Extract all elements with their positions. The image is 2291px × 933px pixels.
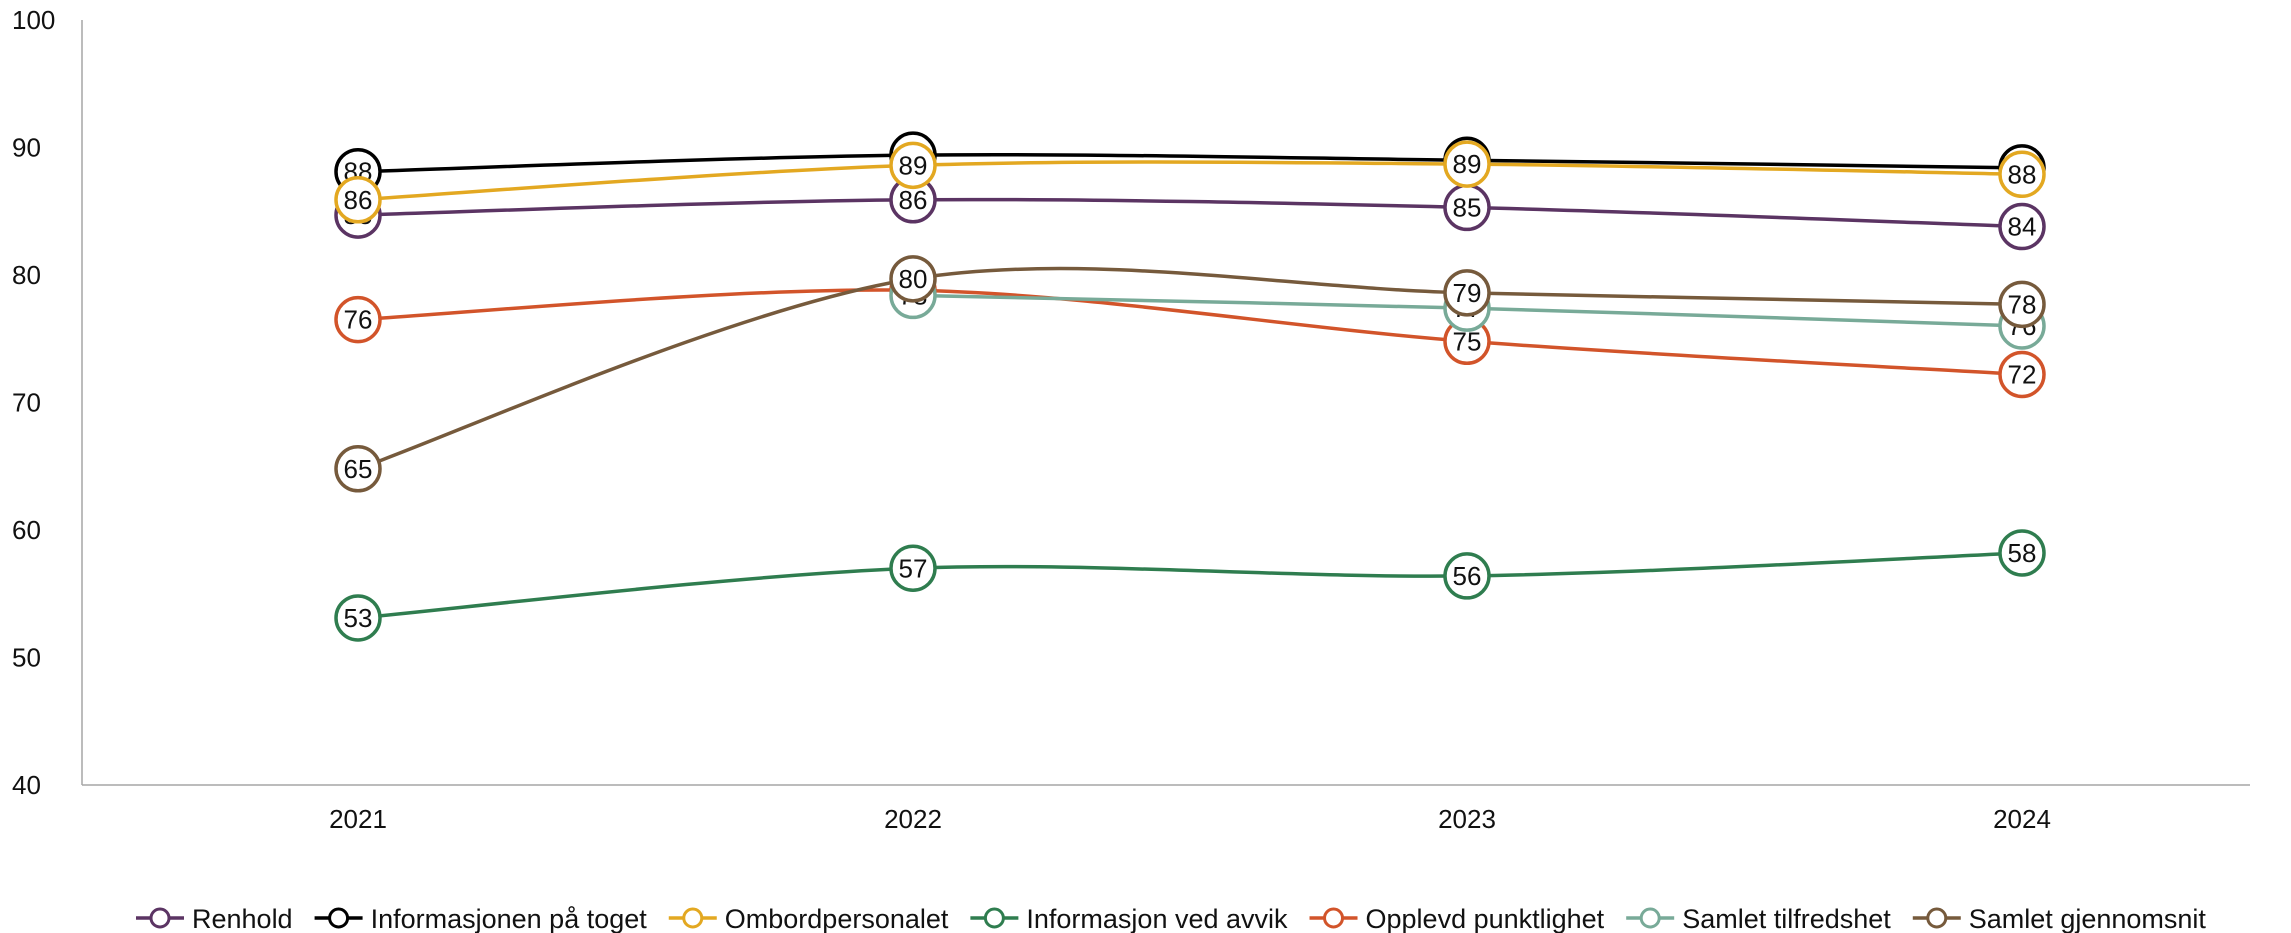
y-tick-label: 60	[12, 515, 41, 545]
data-point	[889, 255, 937, 303]
data-label: 76	[344, 305, 373, 335]
y-tick-label: 90	[12, 133, 41, 163]
x-tick-label: 2024	[1993, 804, 2051, 834]
data-point	[1998, 350, 2046, 399]
x-tick-label: 2023	[1438, 804, 1496, 834]
data-point	[1443, 552, 1491, 600]
data-point	[1998, 202, 2046, 251]
legend-marker	[1926, 907, 1948, 929]
x-tick-label: 2021	[329, 804, 387, 834]
data-point	[334, 594, 382, 642]
data-point	[889, 141, 937, 190]
legend-label: Samlet gjennomsnit	[1969, 904, 2207, 933]
data-point	[1998, 529, 2046, 577]
data-point	[889, 544, 937, 592]
legend-label: Informasjonen på toget	[371, 904, 648, 933]
series-line	[357, 160, 2023, 202]
data-label: 78	[2008, 289, 2037, 319]
legend-item: Informasjon ved avvik	[970, 904, 1288, 933]
legend-item: Opplevd punktlighet	[1309, 904, 1605, 933]
data-point	[1443, 140, 1491, 188]
x-tick-label: 2022	[884, 804, 942, 834]
legend-label: Opplevd punktlighet	[1366, 904, 1605, 933]
axes: 40 50 60 70 80 90 100 2021 2022 2023 2024	[12, 5, 2250, 834]
data-label: 58	[2008, 538, 2037, 568]
y-tick-label: 40	[12, 770, 41, 800]
legend-item: Ombordpersonalet	[668, 904, 949, 933]
series-markers: 8586858488898988868989885357565876797572…	[334, 131, 2046, 642]
data-label: 84	[2008, 212, 2037, 242]
data-point	[1998, 150, 2046, 199]
data-label: 85	[1453, 192, 1482, 222]
legend-marker	[682, 907, 704, 929]
legend-label: Renhold	[192, 904, 293, 933]
legend-item: Renhold	[136, 904, 293, 933]
data-label: 56	[1453, 561, 1482, 591]
y-tick-label: 100	[12, 5, 55, 35]
legend-item: Samlet gjennomsnit	[1912, 904, 2207, 933]
legend-marker	[983, 907, 1005, 929]
data-point	[334, 295, 382, 344]
series-line	[357, 152, 2023, 174]
data-point	[334, 445, 382, 493]
series-lines	[357, 152, 2023, 620]
data-label: 65	[344, 454, 373, 484]
legend-label: Ombordpersonalet	[725, 904, 949, 933]
series-line	[357, 551, 2023, 620]
series-line	[357, 197, 2023, 229]
legend-marker	[1639, 907, 1661, 929]
data-label: 57	[899, 553, 928, 583]
data-label: 80	[899, 264, 928, 294]
legend-item: Samlet tilfredshet	[1626, 904, 1891, 933]
legend-marker	[328, 907, 350, 929]
data-label: 89	[1453, 149, 1482, 179]
legend-label: Samlet tilfredshet	[1682, 904, 1891, 933]
data-point	[334, 176, 382, 224]
series-line	[357, 266, 2023, 471]
y-tick-label: 70	[12, 388, 41, 418]
data-point	[1998, 280, 2046, 329]
data-label: 72	[2008, 359, 2037, 389]
data-label: 79	[1453, 278, 1482, 308]
legend-marker	[149, 907, 171, 929]
legend: Renhold Informasjonen på toget Ombordperso…	[136, 904, 2206, 933]
y-tick-label: 50	[12, 643, 41, 673]
data-label: 88	[2008, 159, 2037, 189]
legend-item: Informasjonen på toget	[314, 904, 648, 933]
data-label: 86	[899, 185, 928, 215]
legend-label: Informasjon ved avvik	[1026, 904, 1288, 933]
y-tick-label: 80	[12, 260, 41, 290]
data-label: 86	[344, 185, 373, 215]
legend-marker	[1323, 907, 1345, 929]
data-label: 89	[899, 150, 928, 180]
data-label: 53	[344, 603, 373, 633]
series-line	[357, 288, 2023, 377]
data-point	[1443, 269, 1491, 317]
